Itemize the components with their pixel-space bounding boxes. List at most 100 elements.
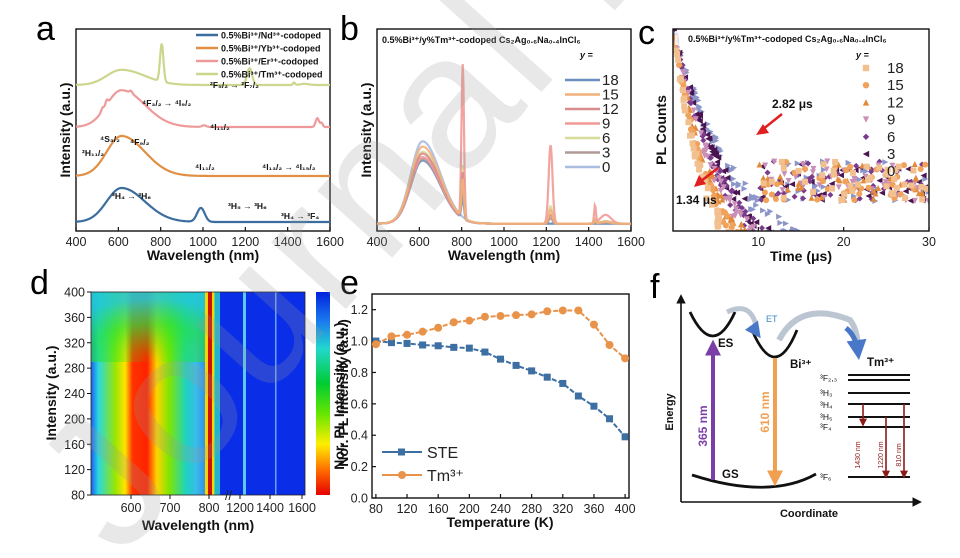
panel-b: 400 600 800 1000 1200 1400 1600 y =1815129630 …: [358, 28, 645, 263]
panel-e-xtick-label: 360: [584, 502, 605, 516]
data-point: [718, 192, 725, 199]
data-point: [512, 361, 520, 369]
data-point: [806, 282, 812, 288]
data-point: [708, 201, 715, 208]
data-point: [903, 288, 909, 294]
legend-label: 18: [602, 72, 619, 89]
data-point: [918, 288, 924, 294]
panel-d-ytick-label: 80: [71, 489, 85, 503]
data-point: [854, 266, 860, 272]
panel-b-xtick-label: 400: [367, 235, 388, 249]
data-point: [777, 219, 784, 226]
data-point: [786, 284, 792, 290]
data-point: [789, 273, 795, 279]
data-point: [909, 293, 915, 299]
annotation-arrow-slow-head: [756, 124, 769, 135]
data-point: [862, 99, 870, 106]
data-point: [893, 293, 899, 299]
data-point: [749, 206, 756, 213]
data-point: [821, 277, 827, 283]
data-point: [834, 278, 840, 284]
data-point: [862, 283, 868, 289]
data-point: [920, 291, 926, 297]
data-point: [722, 166, 729, 173]
data-point: [884, 288, 890, 294]
series-line: [377, 64, 631, 225]
data-point: [768, 191, 775, 198]
data-point: [799, 195, 806, 202]
data-point: [728, 224, 735, 231]
data-point: [847, 268, 853, 274]
data-point: [822, 286, 828, 292]
heatmap-810nm-tail: [214, 292, 220, 495]
data-point: [915, 301, 921, 307]
data-point: [888, 288, 894, 294]
data-point: [752, 270, 758, 276]
data-point: [418, 327, 427, 336]
legend-label: 0: [887, 163, 895, 180]
panel-a-xtick-label: 400: [66, 235, 87, 249]
data-point: [689, 140, 696, 147]
data-point: [837, 172, 844, 179]
data-point: [827, 191, 834, 198]
data-point: [877, 279, 883, 285]
data-point: [850, 274, 856, 280]
transition-annotation: ³H₅ → ³H₆: [228, 201, 267, 211]
data-point: [832, 158, 839, 165]
data-point: [782, 265, 788, 271]
data-point: [888, 303, 894, 309]
data-point: [795, 281, 801, 287]
data-point: [862, 289, 868, 295]
data-point: [854, 276, 860, 282]
data-point: [878, 262, 884, 268]
data-point: [687, 84, 694, 91]
data-point: [497, 355, 504, 363]
data-point: [781, 171, 788, 178]
data-point: [729, 175, 736, 182]
panel-d-ytick-label: 360: [64, 311, 85, 325]
data-point: [855, 275, 861, 281]
data-point: [731, 201, 738, 208]
panel-e-xtick-label: 80: [369, 502, 383, 516]
data-point: [910, 297, 916, 303]
data-point: [909, 291, 915, 297]
data-point: [697, 112, 704, 119]
data-point: [869, 262, 875, 268]
data-point: [843, 255, 849, 261]
data-point: [886, 299, 892, 305]
data-point: [795, 275, 801, 281]
data-point: [897, 294, 903, 300]
data-point: [902, 277, 908, 283]
data-point: [527, 310, 536, 319]
data-point: [865, 286, 871, 292]
legend-label: 9: [887, 112, 895, 129]
data-point: [675, 56, 682, 63]
data-point: [760, 174, 767, 181]
data-point: [866, 267, 872, 273]
data-point: [837, 270, 843, 276]
data-point: [481, 348, 489, 356]
data-point: [908, 267, 914, 273]
data-point: [731, 181, 738, 188]
legend-label: 15: [602, 87, 619, 104]
data-point: [681, 103, 688, 110]
data-point: [834, 282, 840, 288]
data-point: [871, 281, 877, 287]
panel-d-ytick-label: 120: [64, 463, 85, 477]
data-point: [868, 296, 874, 302]
data-point: [833, 283, 839, 289]
panel-c-frame: [672, 28, 930, 232]
panel-e-ytick-label: 0.0: [351, 492, 368, 506]
data-point: [901, 162, 908, 169]
legend-label: 6: [602, 130, 610, 147]
data-point: [809, 273, 815, 279]
data-point: [791, 273, 797, 279]
data-point: [847, 182, 854, 189]
data-point: [795, 167, 802, 174]
series-line: [76, 134, 330, 178]
panel-label-b: b: [340, 10, 359, 48]
data-point: [910, 283, 916, 289]
data-point: [853, 269, 859, 275]
data-point: [769, 267, 775, 273]
data-point: [800, 161, 807, 168]
